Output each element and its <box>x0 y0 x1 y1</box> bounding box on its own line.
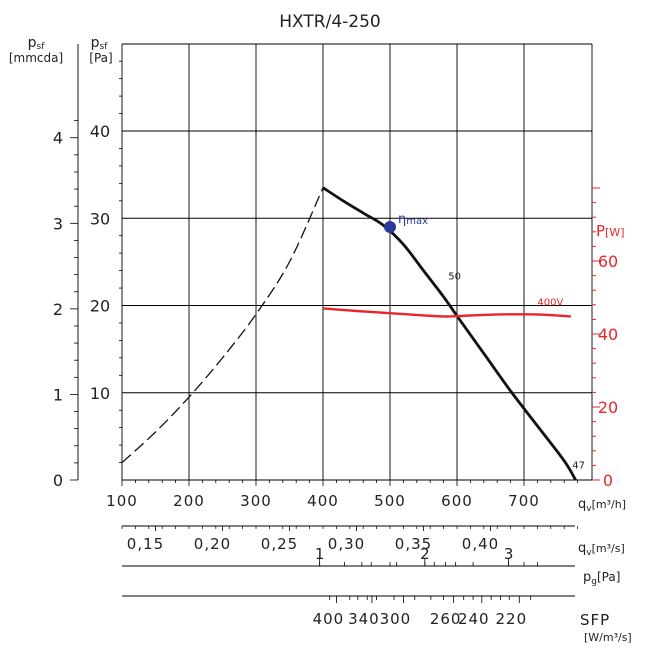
mmcda-tick-label: 3 <box>53 214 63 233</box>
curves-layer <box>121 186 577 481</box>
pa-axis-unit: [Pa] <box>89 51 112 65</box>
x-tick-label: 700 <box>508 492 540 510</box>
qv-m3s-tick-label: 0,35 <box>395 535 432 553</box>
mmcda-tick-label: 4 <box>53 129 63 148</box>
max-efficiency-point <box>384 220 396 233</box>
sfp-scale-unit: [W/m³/s] <box>584 631 632 644</box>
qv-m3s-tick-label: 0,40 <box>462 535 499 553</box>
power-tick-label: 20 <box>598 398 618 417</box>
pg-tick-label: 3 <box>504 545 514 563</box>
x-tick-label: 600 <box>441 492 473 510</box>
qv-m3s-tick-label: 0,20 <box>194 535 231 553</box>
qv-m3s-scale-label: qv[m³/s] <box>578 541 625 558</box>
x-tick-label: 400 <box>307 492 339 510</box>
qv-m3s-tick-label: 0,25 <box>261 535 298 553</box>
sfp-scale-label: SFP <box>580 611 610 629</box>
mmcda-tick-label: 2 <box>53 300 63 319</box>
power-axis-label: P[W] <box>596 222 625 240</box>
sfp-tick-label: 340 <box>348 610 380 628</box>
pa-axis-label: psf <box>91 35 109 52</box>
series-fan_curve <box>322 186 577 481</box>
pa-tick-label: 20 <box>90 297 110 316</box>
curve-annotation-47: 47 <box>572 461 585 472</box>
curve-annotation-50: 50 <box>448 271 461 282</box>
chart-grid <box>70 43 600 486</box>
power-tick-label: 40 <box>598 325 618 344</box>
power-tick-label: 60 <box>598 252 618 271</box>
pg-tick-label: 1 <box>315 545 325 563</box>
pg-scale-label: pg[Pa] <box>583 570 620 587</box>
chart-title: HXTR/4-250 <box>279 12 380 32</box>
sfp-tick-label: 300 <box>380 610 412 628</box>
sfp-tick-label: 400 <box>313 610 345 628</box>
x-tick-label: 200 <box>173 492 205 510</box>
sfp-tick-label: 220 <box>495 610 527 628</box>
mmcda-axis-label: psf <box>28 35 46 52</box>
x-tick-label: 300 <box>240 492 272 510</box>
mmcda-tick-label: 1 <box>53 385 63 404</box>
pa-tick-label: 40 <box>90 122 110 141</box>
series-unstable <box>121 187 324 464</box>
pg-tick-label: 2 <box>420 545 430 563</box>
qv-m3s-tick-label: 0,15 <box>127 535 164 553</box>
x-tick-label: 500 <box>374 492 406 510</box>
pa-tick-label: 30 <box>90 209 110 228</box>
power-tick-label: 0 <box>603 471 613 490</box>
sfp-tick-label: 240 <box>458 610 490 628</box>
sfp-tick-label: 260 <box>430 610 462 628</box>
qv-m3s-tick-label: 0,30 <box>328 535 365 553</box>
pa-tick-label: 10 <box>90 384 110 403</box>
x-axis-label: qv[m³/h] <box>578 497 626 514</box>
mmcda-tick-label: 0 <box>53 471 63 490</box>
eta-max-label: ηmax <box>398 212 428 227</box>
x-tick-label: 100 <box>106 492 138 510</box>
curve-annotation-400v: 400V <box>537 298 563 309</box>
tick-labels-layer: 100 200 300 400 500 600 7001020304001234020406… <box>53 122 618 628</box>
series-power_400V <box>322 307 571 318</box>
mmcda-axis-unit: [mmcda] <box>9 51 63 65</box>
